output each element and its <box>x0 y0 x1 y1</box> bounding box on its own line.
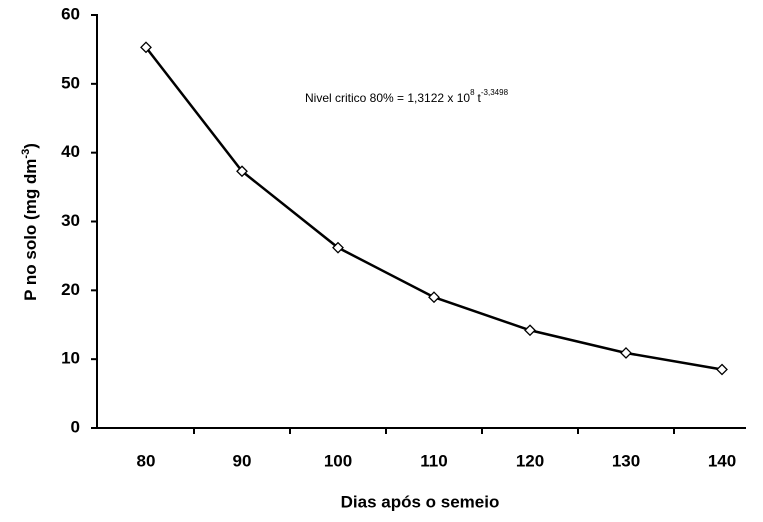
data-point <box>140 41 152 54</box>
y-tick-label: 50 <box>61 73 80 92</box>
x-tick-label: 80 <box>137 451 156 470</box>
y-tick-label: 40 <box>61 142 80 161</box>
data-point <box>428 291 440 304</box>
y-axis-label: P no solo (mg dm-3) <box>20 143 41 301</box>
annotation-exponent: -3,3498 <box>481 88 509 97</box>
data-point <box>332 241 344 254</box>
y-tick-label: 20 <box>61 280 80 299</box>
x-axis-label: Dias após o semeio <box>341 492 500 511</box>
annotation-text: Nivel critico 80% = 1,3122 x 10 <box>305 91 470 105</box>
y-axis-label-text: P no solo (mg dm <box>21 159 40 301</box>
x-tick-label: 120 <box>516 451 544 470</box>
x-tick-label: 110 <box>420 451 447 470</box>
annotation-variable: t <box>478 91 482 105</box>
x-tick-label: 90 <box>233 451 252 470</box>
y-tick-label: 60 <box>61 4 80 23</box>
x-tick-label: 140 <box>708 451 736 470</box>
x-tick-label: 100 <box>324 451 352 470</box>
y-tick-label: 10 <box>61 349 80 368</box>
y-tick-label: 30 <box>61 211 80 230</box>
data-point <box>620 347 632 359</box>
y-axis-label-text: ) <box>21 143 40 149</box>
y-axis-label-exponent: -3 <box>20 149 32 159</box>
annotation: Nivel critico 80% = 1,3122 x 108 t-3,3498 <box>305 88 509 105</box>
x-tick-label: 130 <box>612 451 640 470</box>
data-point <box>524 324 536 337</box>
y-tick-label: 0 <box>71 417 80 436</box>
annotation-exponent: 8 <box>470 88 475 97</box>
data-point <box>716 363 728 376</box>
data-point <box>236 165 248 178</box>
